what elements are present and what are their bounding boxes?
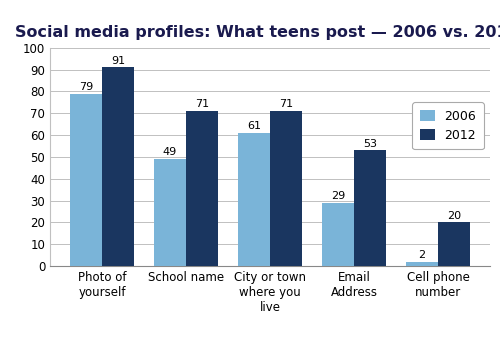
Bar [438,222,470,266]
Bar [406,262,438,266]
Text: 91: 91 [111,56,125,65]
Text: 71: 71 [195,99,209,109]
Text: 79: 79 [79,82,93,92]
Text: 61: 61 [247,121,261,131]
Text: 2: 2 [418,250,426,260]
Text: 49: 49 [163,147,177,157]
Bar [154,159,186,266]
Bar [70,93,102,266]
Bar [322,203,354,266]
Text: 71: 71 [279,99,293,109]
Text: Social media profiles: What teens post — 2006 vs. 2012: Social media profiles: What teens post —… [15,25,500,40]
Bar [270,111,302,266]
Bar [102,68,134,266]
Bar [354,150,386,266]
Bar [238,133,270,266]
Legend: 2006, 2012: 2006, 2012 [412,102,484,149]
Text: 29: 29 [331,191,345,201]
Text: 53: 53 [363,138,377,149]
Text: 20: 20 [447,211,461,221]
Bar [186,111,218,266]
